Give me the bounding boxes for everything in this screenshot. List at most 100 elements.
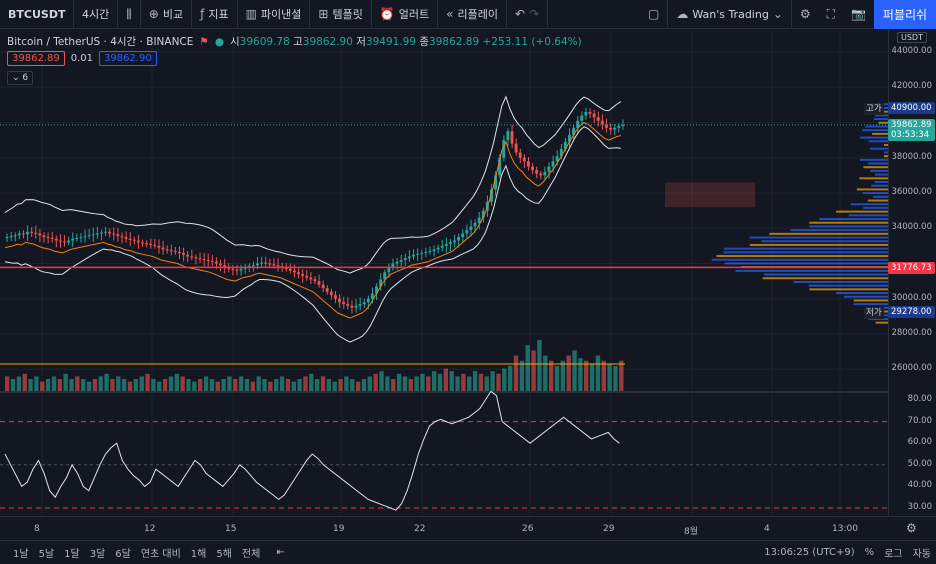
candle-body (211, 261, 214, 262)
chart-pane[interactable] (0, 30, 888, 516)
candle-body (6, 237, 9, 238)
interval-button[interactable]: 4시간 (74, 0, 118, 29)
replay-button[interactable]: «리플레이 (438, 0, 507, 29)
time-tick-label: 19 (333, 524, 344, 534)
high-price-tag: 40900.00 (888, 102, 935, 114)
candle-body (613, 128, 616, 130)
candle-body (584, 112, 587, 116)
candle-body (240, 269, 243, 271)
volume-profile-bar (859, 177, 888, 179)
time-tick-label: 13:00 (832, 524, 858, 534)
candle-body (597, 117, 600, 121)
candle-body (617, 126, 620, 128)
gear-icon: ⚙ (800, 7, 811, 21)
indicators-toggle[interactable]: ⌄ 6 (7, 71, 33, 85)
layout-name-button[interactable]: ☁ Wan's Trading ⌄ (668, 0, 792, 29)
volume-bar (81, 379, 85, 392)
range-button[interactable]: 6달 (110, 545, 136, 560)
volume-bar (58, 379, 62, 392)
volume-bar (520, 361, 524, 392)
ohlc-values: 시39609.78 고39862.90 저39491.99 종39862.89 … (230, 34, 582, 49)
alarm-icon: ⏰ (380, 7, 395, 21)
fx-icon: ƒ (200, 7, 204, 21)
candle-body (219, 264, 222, 266)
candle-body (309, 278, 312, 280)
candle-body (71, 239, 74, 241)
publish-button[interactable]: 퍼블리쉬 (874, 0, 936, 29)
range-button[interactable]: 5날 (34, 545, 60, 560)
price-tick-label: 28000.00 (891, 328, 932, 338)
range-button[interactable]: 전체 (237, 545, 265, 560)
alerts-label: 얼러트 (399, 6, 429, 22)
clock[interactable]: 13:06:25 (UTC+9) (759, 547, 859, 558)
range-button[interactable]: 3달 (85, 545, 111, 560)
candle-body (609, 128, 612, 130)
volume-profile-bar (870, 170, 888, 172)
volume-bar (175, 374, 179, 392)
volume-bar (338, 379, 342, 392)
last-price-tag: 39862.89 03:53:34 (888, 119, 935, 141)
volume-bar (87, 382, 91, 392)
candle-body (18, 234, 21, 236)
financials-button[interactable]: ▥ 파이낸셜 (238, 0, 311, 29)
gear-icon[interactable]: ⚙ (906, 521, 917, 535)
time-axis[interactable]: 8 12 15 19 22 26 29 8월 4 13:00 ⚙ (0, 516, 936, 540)
fullscreen-button[interactable]: ⛶ (819, 0, 843, 29)
currency-label[interactable]: USDT (897, 32, 927, 43)
volume-profile-bar (763, 277, 888, 279)
candle-body (207, 260, 210, 261)
volume-profile-bar (878, 122, 888, 124)
chart-type-button[interactable]: ⫼ (118, 0, 141, 29)
range-button[interactable]: 1해 (186, 545, 212, 560)
templates-button[interactable]: ⊞ 템플릿 (310, 0, 371, 29)
time-tick-label: 15 (225, 524, 236, 534)
volume-profile-bar (875, 174, 888, 176)
price-chart[interactable] (0, 30, 888, 516)
range-button[interactable]: 1달 (59, 545, 85, 560)
time-tick-label: 26 (522, 524, 533, 534)
snapshot-button[interactable]: 📷 (843, 0, 874, 29)
layout-toggle[interactable]: ▢ (640, 0, 668, 29)
red-flag-icon[interactable]: ⚑ (199, 36, 208, 48)
volume-profile-bar (712, 259, 888, 261)
candle-body (260, 263, 263, 264)
close-label: 종 (419, 36, 429, 48)
financials-label: 파이낸셜 (261, 6, 301, 22)
log-toggle[interactable]: 로그 (879, 545, 907, 560)
fullscreen-icon: ⛶ (827, 7, 835, 22)
candle-body (400, 260, 403, 262)
time-tick-label: 8 (34, 524, 40, 534)
volume-bar (602, 361, 606, 392)
bars-icon: ▥ (246, 7, 257, 21)
symbol-search[interactable]: BTCUSDT (0, 0, 74, 29)
candle-body (14, 235, 17, 236)
undo-button[interactable]: ↶ ↷ (507, 0, 548, 29)
sell-price-button[interactable]: 39862.89 (7, 51, 65, 66)
buy-price-button[interactable]: 39862.90 (99, 51, 157, 66)
candle-body (166, 249, 169, 250)
range-button[interactable]: 5해 (211, 545, 237, 560)
candle-body (580, 115, 583, 120)
candle-body (346, 304, 349, 306)
auto-toggle[interactable]: 자동 (908, 545, 936, 560)
change-value: +253.11 (+0.64%) (483, 36, 582, 48)
range-button[interactable]: 1날 (8, 545, 34, 560)
candle-body (297, 272, 300, 274)
candle-body (428, 251, 431, 252)
candle-body (412, 255, 415, 257)
candle-body (441, 246, 444, 248)
redo-icon[interactable]: ↷ (529, 7, 539, 21)
indicators-button[interactable]: ƒ 지표 (192, 0, 237, 29)
candle-body (26, 232, 29, 235)
alerts-button[interactable]: ⏰ 얼러트 (372, 0, 438, 29)
candle-body (149, 244, 152, 245)
range-button[interactable]: 연초 대비 (136, 545, 186, 560)
volume-bar (315, 379, 319, 392)
bar-countdown: 03:53:34 (891, 130, 929, 140)
goto-date-icon[interactable]: ⇤ (271, 547, 289, 558)
compare-button[interactable]: ⊕ 비교 (141, 0, 192, 29)
volume-bar (327, 379, 331, 392)
settings-button[interactable]: ⚙ (792, 0, 819, 29)
volume-profile-bar (876, 322, 888, 324)
percent-toggle[interactable]: % (860, 547, 880, 558)
